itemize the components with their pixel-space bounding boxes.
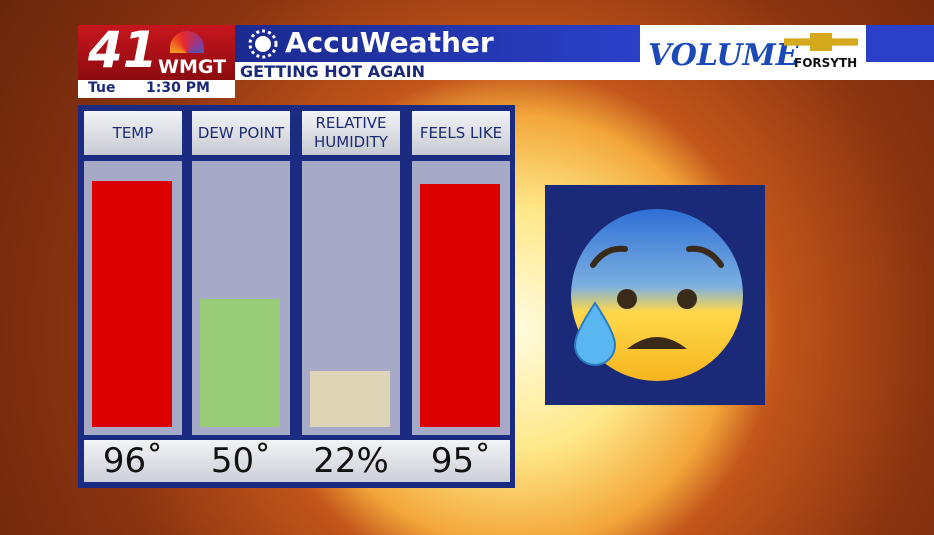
sweat-emoji xyxy=(571,209,743,381)
bar xyxy=(92,181,172,427)
headline: GETTING HOT AGAIN xyxy=(240,62,426,81)
emoji-box xyxy=(545,185,765,405)
values-strip xyxy=(84,440,510,482)
header-right xyxy=(866,25,934,62)
value-label: 22% xyxy=(313,441,389,481)
sponsor: VOLUME xyxy=(648,38,799,73)
sun-icon xyxy=(248,29,278,59)
column-label: TEMP xyxy=(84,111,182,155)
peacock-icon xyxy=(170,31,204,53)
time-strip: Tue 1:30 PM xyxy=(78,80,235,98)
value-label: 96˚ xyxy=(102,441,164,481)
column-label: FEELS LIKE xyxy=(412,111,510,155)
station: WMGT xyxy=(158,56,227,78)
channel: 41 xyxy=(88,21,158,79)
day: Tue xyxy=(88,80,116,96)
sponsor-box: VOLUME FORSYTH xyxy=(642,25,866,80)
station-logo: 41 WMGT xyxy=(78,21,235,80)
time: 1:30 PM xyxy=(146,80,210,96)
column-label: DEW POINT xyxy=(192,111,290,155)
value-label: 50˚ xyxy=(210,441,272,481)
bar xyxy=(200,299,280,427)
brand: AccuWeather xyxy=(285,26,494,59)
column-label: RELATIVE HUMIDITY xyxy=(302,111,400,155)
brand-bar: AccuWeather xyxy=(235,25,640,62)
sponsor-location: FORSYTH xyxy=(794,56,858,70)
bar xyxy=(310,370,390,427)
bar xyxy=(420,183,500,427)
value-label: 95˚ xyxy=(430,441,492,481)
